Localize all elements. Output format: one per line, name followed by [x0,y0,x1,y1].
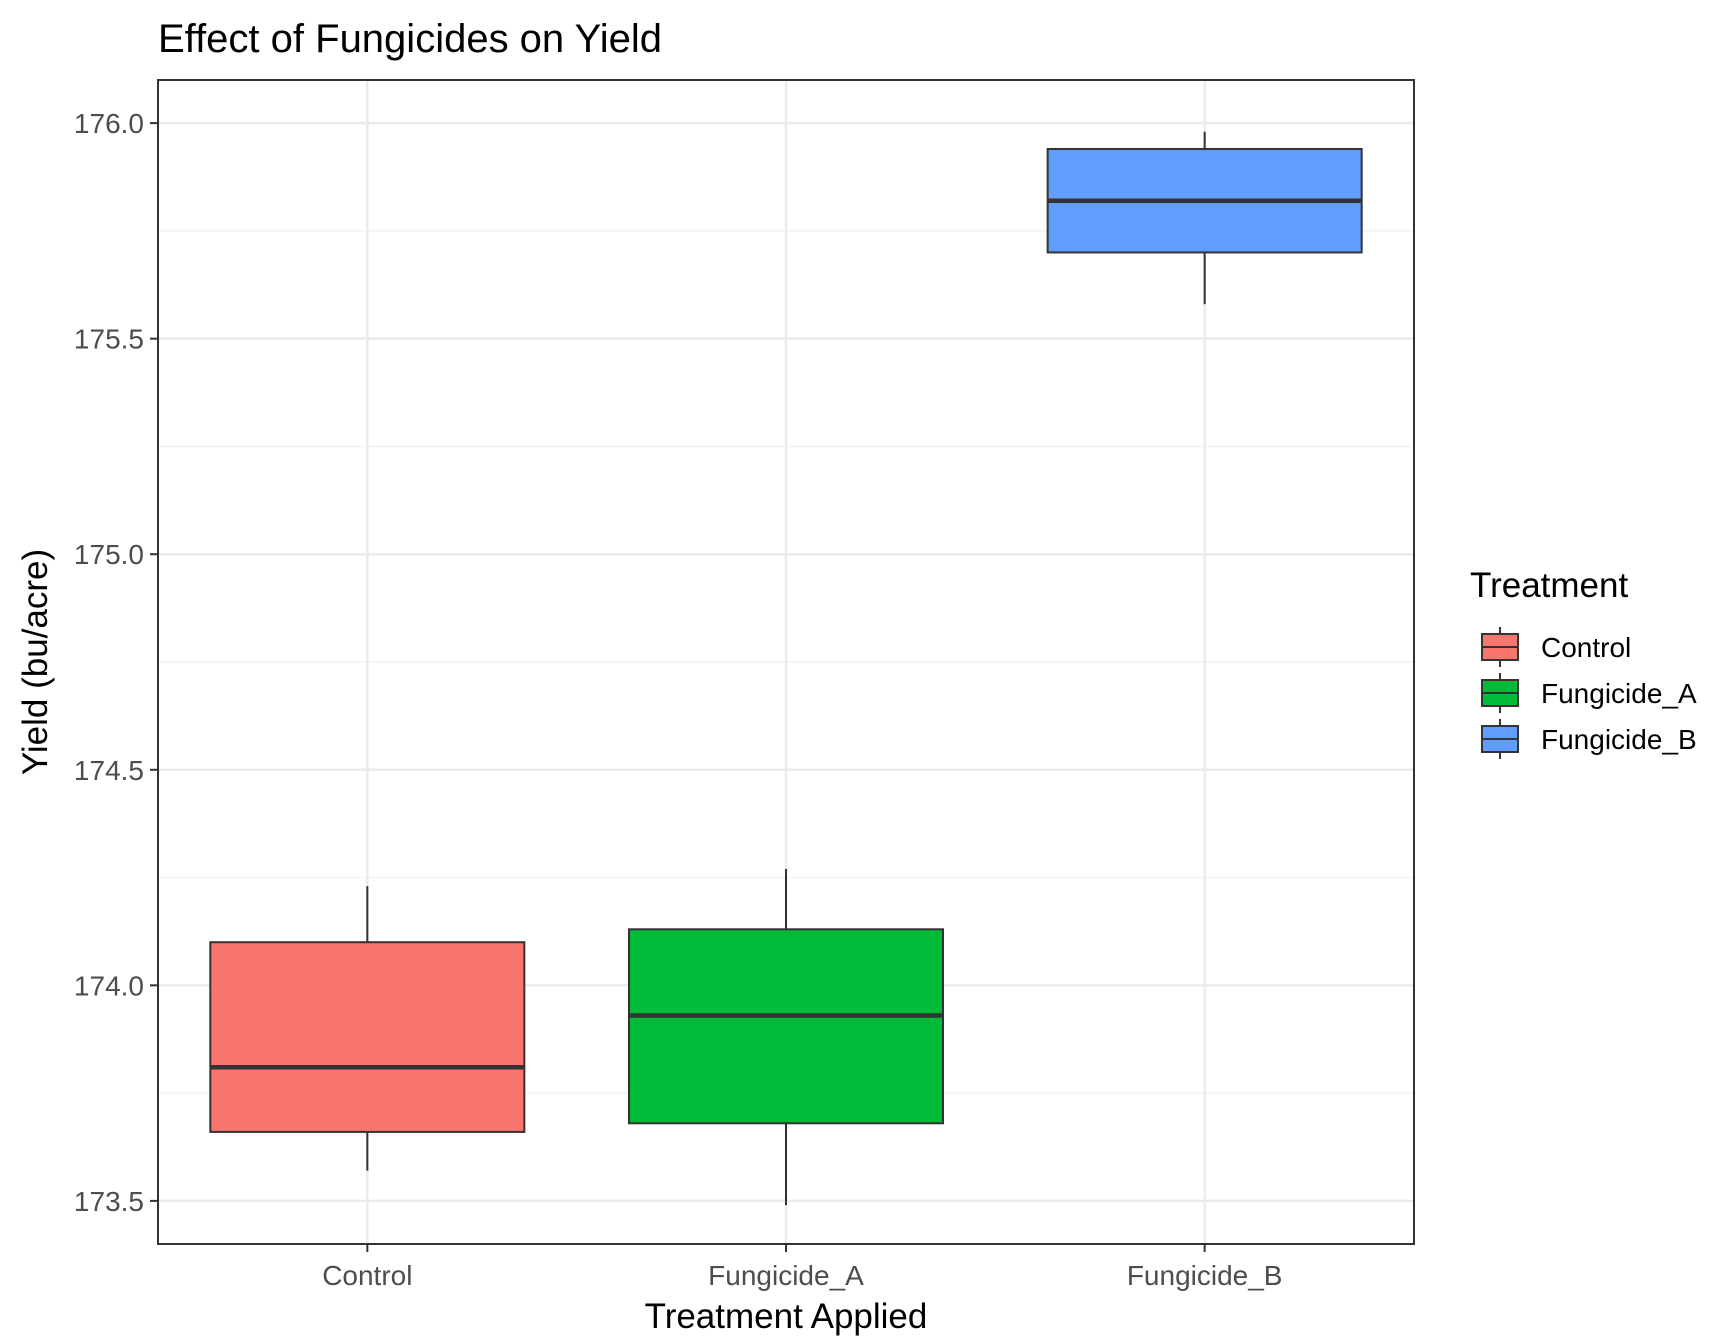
legend-title: Treatment [1470,566,1628,605]
y-tick-label: 174.0 [74,970,144,1001]
box-rect [628,928,944,1125]
x-tick-label: Control [322,1260,412,1291]
box-fungicide-a [628,868,944,1206]
y-tick-label: 173.5 [74,1186,144,1217]
y-axis-title: Yield (bu/acre) [16,549,55,775]
legend-label: Control [1541,632,1631,663]
y-tick-label: 175.0 [74,539,144,570]
box-fungicide-b [1046,131,1363,305]
x-axis-title: Treatment Applied [645,1297,928,1336]
chart-title: Effect of Fungicides on Yield [158,17,662,61]
legend-item-fungicide-a: Fungicide_A [1481,673,1697,713]
legend-label: Fungicide_B [1541,724,1697,755]
legend-item-control: Control [1481,627,1631,667]
legend-item-fungicide-b: Fungicide_B [1481,719,1697,759]
y-tick-label: 174.5 [74,755,144,786]
box-rect [209,941,526,1133]
legend: Treatment Control Fungicide_A Fungicide_B [1470,566,1697,759]
y-tick-label: 176.0 [74,108,144,139]
legend-label: Fungicide_A [1541,678,1697,709]
x-axis: Control Fungicide_A Fungicide_B [322,1244,1282,1291]
y-axis: 173.5 174.0 174.5 175.0 175.5 176.0 [74,108,158,1217]
x-tick-label: Fungicide_B [1127,1260,1283,1291]
x-tick-label: Fungicide_A [708,1260,864,1291]
boxes [209,131,1363,1206]
y-tick-label: 175.5 [74,324,144,355]
box-control [209,886,526,1171]
